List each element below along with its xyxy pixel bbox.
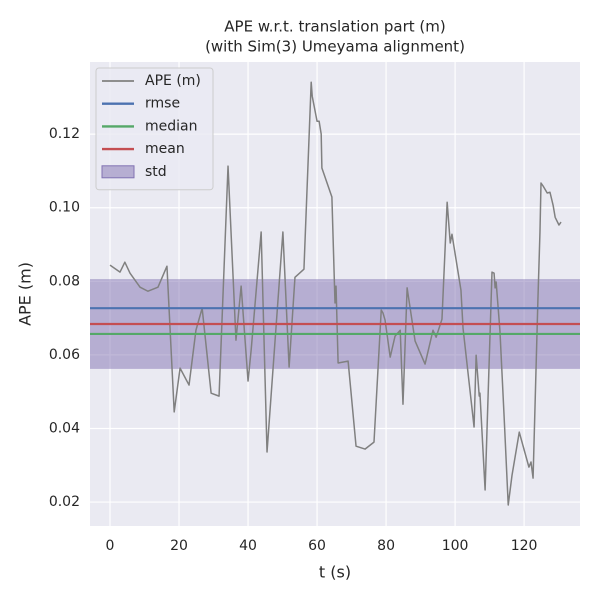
chart-subtitle: (with Sim(3) Umeyama alignment) (205, 38, 465, 56)
x-tick-label: 60 (308, 538, 326, 554)
x-tick-label: 100 (442, 538, 469, 554)
marks (90, 81, 580, 506)
y-tick-label: 0.06 (49, 347, 80, 363)
x-tick-label: 20 (170, 538, 188, 554)
legend-box (95, 67, 214, 191)
legend-label: mean (145, 141, 185, 157)
legend-swatch (101, 165, 135, 179)
y-tick-label: 0.08 (49, 273, 80, 289)
y-tick-label: 0.02 (49, 494, 80, 510)
legend-label: std (145, 164, 167, 180)
x-tick-label: 80 (377, 538, 395, 554)
y-tick-label: 0.12 (49, 126, 80, 142)
y-tick-label: 0.04 (49, 420, 80, 436)
legend: APE (m) rmse median mean std (95, 67, 214, 191)
ape-line (109, 81, 562, 506)
legend-label: rmse (145, 96, 180, 112)
legend-label: APE (m) (145, 73, 201, 89)
y-tick-label: 0.10 (49, 200, 80, 216)
x-tick-label: 0 (106, 538, 115, 554)
x-tick-label: 40 (239, 538, 257, 554)
chart-title: APE w.r.t. translation part (m) (224, 18, 445, 36)
x-tick-label: 120 (511, 538, 538, 554)
legend-label: median (145, 118, 197, 134)
x-axis-label: t (s) (319, 563, 351, 582)
y-axis-label: APE (m) (16, 262, 35, 326)
